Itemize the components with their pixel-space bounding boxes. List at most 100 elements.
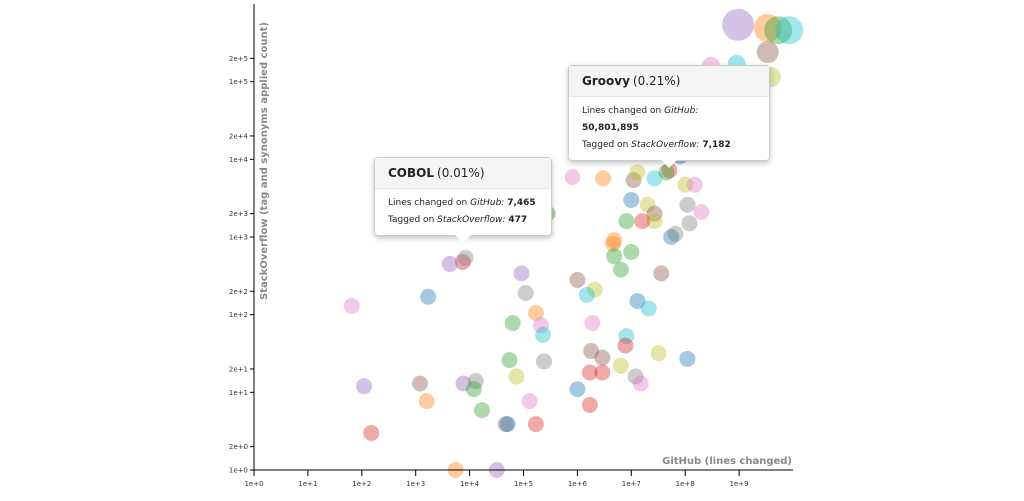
y-tick-label: 2e+5: [229, 55, 248, 63]
point: [508, 368, 525, 385]
y-axis-title: StackOverflow (tag and synonyms applied …: [259, 22, 270, 300]
point: [497, 416, 514, 433]
point: [722, 8, 755, 41]
x-axis-title: GitHub (lines changed): [662, 456, 792, 467]
y-tick-label: 1e+0: [229, 467, 248, 475]
x-tick-label: 1e+8: [676, 480, 695, 488]
point: [411, 375, 428, 392]
tooltip-value: 50,801,895: [582, 123, 639, 133]
point: [534, 326, 551, 343]
point: [465, 381, 482, 398]
point: [679, 350, 696, 367]
point: [764, 16, 793, 45]
point: [686, 176, 703, 193]
point: [617, 337, 634, 354]
tooltip-name: COBOL: [388, 166, 435, 180]
point: [564, 169, 581, 186]
point: [625, 172, 642, 189]
point: [499, 416, 516, 433]
point: [595, 170, 612, 187]
point: [441, 255, 458, 272]
plot-area: [343, 8, 804, 478]
point: [612, 357, 629, 374]
x-tick-label: 1e+2: [352, 480, 371, 488]
point: [693, 203, 710, 220]
point: [363, 424, 380, 441]
tooltip-label: Lines changed on: [582, 106, 662, 116]
point: [581, 396, 598, 413]
x-tick-label: 1e+5: [514, 480, 533, 488]
point: [527, 416, 544, 433]
point: [454, 253, 471, 270]
point: [356, 378, 373, 395]
point: [606, 247, 623, 264]
x-tick-label: 1e+7: [622, 480, 641, 488]
point: [612, 261, 629, 278]
y-tick-label: 1e+5: [229, 78, 248, 86]
y-tick-label: 1e+1: [229, 389, 248, 397]
y-tick-label: 1e+3: [229, 234, 248, 242]
point: [420, 288, 437, 305]
point: [618, 213, 635, 230]
y-tick-label: 2e+0: [229, 443, 248, 451]
point: [467, 372, 484, 389]
y-tick-label: 2e+4: [229, 132, 249, 140]
point: [578, 286, 595, 303]
point: [532, 317, 549, 334]
point: [594, 364, 611, 381]
tooltip-value: 7,465: [507, 198, 536, 208]
point: [640, 300, 657, 317]
point: [646, 205, 663, 222]
tooltip-label: Tagged on: [582, 140, 629, 150]
x-tick-label: 1e+4: [460, 480, 480, 488]
point: [679, 196, 696, 213]
tooltip-value: 7,182: [702, 140, 731, 150]
x-tick-label: 1e+1: [298, 480, 317, 488]
point: [775, 16, 804, 45]
y-tick-label: 1e+4: [229, 156, 249, 164]
y-tick-label: 2e+2: [229, 288, 248, 296]
tooltip-label: Lines changed on: [388, 198, 468, 208]
y-tick-label: 1e+2: [229, 311, 248, 319]
point: [535, 353, 552, 370]
y-tick-label: 2e+1: [229, 365, 248, 373]
point: [513, 265, 530, 282]
point: [623, 191, 640, 208]
point: [569, 381, 586, 398]
point: [632, 375, 649, 392]
point: [606, 232, 623, 249]
point: [584, 315, 601, 332]
tooltip-source: StackOverflow:: [631, 140, 700, 150]
point: [653, 265, 670, 282]
tooltip-source: GitHub:: [470, 198, 505, 208]
tooltip: Groovy (0.21%) Lines changed on GitHub: 5…: [568, 65, 770, 168]
x-tick-label: 1e+0: [244, 480, 263, 488]
point: [517, 285, 534, 302]
point: [639, 196, 656, 213]
tooltip-source: GitHub:: [664, 106, 699, 116]
x-tick-label: 1e+3: [406, 480, 425, 488]
point: [663, 229, 680, 245]
point: [667, 225, 684, 242]
point: [594, 349, 611, 366]
point: [418, 393, 435, 410]
point: [646, 213, 663, 230]
y-tick-label: 2e+3: [229, 210, 248, 218]
x-tick-label: 1e+9: [730, 480, 749, 488]
point: [455, 375, 472, 392]
point: [618, 328, 635, 345]
tooltip-share: (0.21%): [632, 74, 681, 88]
point: [623, 244, 640, 261]
point: [634, 213, 651, 230]
tooltip: COBOL (0.01%) Lines changed on GitHub: 7,…: [374, 157, 552, 243]
tooltip-source: StackOverflow:: [437, 215, 506, 225]
point: [581, 364, 598, 381]
point: [504, 315, 521, 332]
point: [501, 352, 518, 369]
point: [753, 14, 782, 43]
tooltip-name: Groovy: [582, 74, 630, 88]
point: [658, 164, 675, 181]
point: [521, 393, 538, 410]
